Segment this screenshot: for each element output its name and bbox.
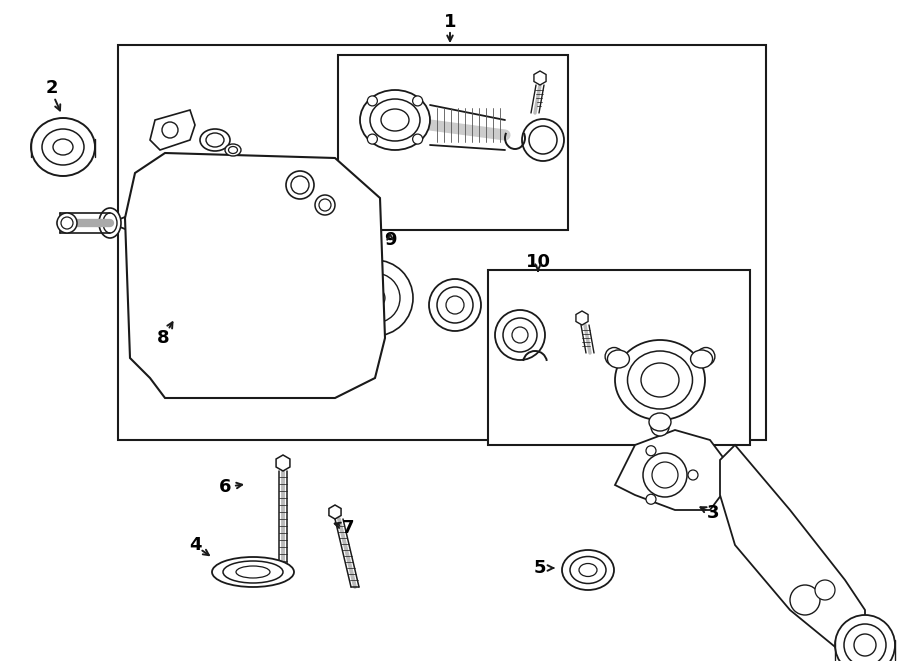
Polygon shape (125, 153, 385, 398)
Text: 4: 4 (189, 536, 202, 554)
Circle shape (651, 418, 669, 436)
Ellipse shape (286, 171, 314, 199)
Text: 3: 3 (706, 504, 719, 522)
Ellipse shape (522, 119, 564, 161)
Ellipse shape (615, 340, 705, 420)
Circle shape (790, 585, 820, 615)
Circle shape (697, 348, 715, 366)
Circle shape (187, 200, 363, 376)
Text: 10: 10 (526, 253, 551, 271)
Circle shape (337, 260, 413, 336)
Polygon shape (125, 153, 385, 398)
Text: 1: 1 (444, 13, 456, 31)
Polygon shape (534, 71, 546, 85)
Ellipse shape (608, 350, 629, 368)
Polygon shape (576, 311, 588, 325)
Ellipse shape (315, 195, 335, 215)
Ellipse shape (57, 213, 77, 233)
Ellipse shape (429, 279, 481, 331)
Ellipse shape (562, 550, 614, 590)
Circle shape (646, 446, 656, 455)
Ellipse shape (212, 557, 294, 587)
Circle shape (270, 363, 280, 373)
Ellipse shape (225, 144, 241, 156)
Polygon shape (276, 455, 290, 471)
Bar (488, 270, 750, 445)
Text: 5: 5 (534, 559, 546, 577)
Ellipse shape (360, 90, 430, 150)
Ellipse shape (649, 413, 671, 431)
Circle shape (339, 323, 349, 333)
Text: 2: 2 (46, 79, 58, 97)
Circle shape (815, 580, 835, 600)
Polygon shape (328, 505, 341, 519)
Circle shape (367, 134, 377, 144)
Circle shape (270, 203, 280, 213)
Circle shape (643, 453, 687, 497)
Circle shape (162, 122, 178, 138)
Text: 8: 8 (157, 329, 169, 347)
Ellipse shape (31, 118, 95, 176)
Polygon shape (615, 430, 725, 510)
Circle shape (412, 134, 423, 144)
Polygon shape (150, 110, 195, 150)
Circle shape (605, 348, 623, 366)
Text: 6: 6 (219, 478, 231, 496)
Bar (118, 45, 766, 440)
Ellipse shape (200, 129, 230, 151)
Circle shape (646, 494, 656, 504)
Bar (338, 55, 568, 230)
Circle shape (201, 243, 211, 253)
Polygon shape (720, 445, 865, 655)
Ellipse shape (99, 208, 121, 238)
Circle shape (201, 323, 211, 333)
Circle shape (412, 96, 423, 106)
Ellipse shape (495, 310, 545, 360)
Text: 7: 7 (342, 519, 355, 537)
Ellipse shape (835, 615, 895, 661)
Circle shape (688, 470, 698, 480)
Circle shape (339, 243, 349, 253)
Circle shape (367, 96, 377, 106)
Text: 9: 9 (383, 231, 396, 249)
Ellipse shape (690, 350, 713, 368)
